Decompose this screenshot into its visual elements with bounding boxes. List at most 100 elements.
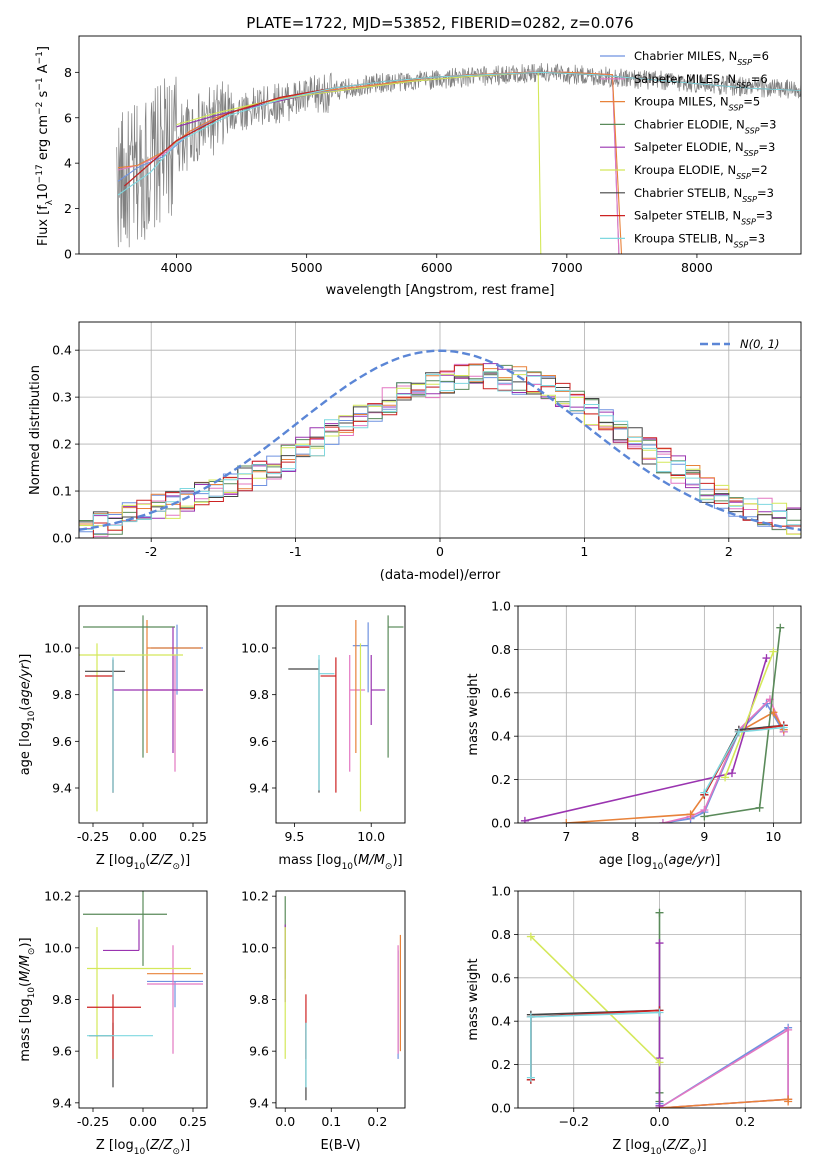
y-tick-label: 9.8	[249, 992, 269, 1007]
histogram-step	[79, 370, 801, 530]
y-tick-label: 0.0	[52, 531, 72, 546]
label-part: ⊙	[689, 1147, 697, 1157]
legend-text-part: Salpeter ELODIE, N	[634, 140, 744, 154]
y-tick-label: 0.2	[491, 1057, 511, 1072]
x-tick-label: 6000	[421, 260, 453, 275]
weight-marker	[526, 1012, 535, 1021]
y-tick-label: 1.0	[491, 599, 511, 614]
label-part: )]	[697, 1138, 707, 1153]
label-part: ⊙	[27, 948, 37, 956]
plot-area	[79, 615, 203, 812]
spectrum-model-line	[117, 71, 801, 196]
label-part: A	[36, 64, 51, 77]
y-tick-label: 10.0	[241, 940, 269, 955]
y-tick-label: 9.4	[52, 781, 72, 796]
legend-entry: Kroupa STELIB, NSSP=3	[634, 231, 765, 249]
label-part: )]	[710, 853, 720, 868]
label-part: −17	[35, 164, 45, 183]
y-tick-label: 10.0	[44, 641, 72, 656]
y-tick-label: 0.8	[491, 927, 511, 942]
y-tick-label: 0.8	[491, 642, 511, 657]
label-part: )]	[180, 853, 190, 868]
label-part: (	[145, 853, 150, 868]
legend-text-part: =6	[751, 72, 768, 86]
x-tick-label: 9	[700, 829, 708, 844]
axes-frame	[517, 605, 802, 824]
x-tick-label: −0.2	[559, 1114, 589, 1129]
x-tick-label: 0	[436, 544, 444, 559]
x-tick-label: -0.25	[77, 829, 109, 844]
plot-area	[284, 896, 401, 1101]
y-tick-label: 0.6	[491, 685, 511, 700]
legend-text-part: =5	[743, 95, 760, 109]
x-tick-label: 8000	[681, 260, 713, 275]
legend-text-part: =3	[756, 209, 773, 223]
legend-text-part: Kroupa MILES, N	[634, 95, 729, 109]
label-part: ⊙	[172, 1147, 180, 1157]
legend-subscript: SSP	[736, 80, 751, 89]
legend-entry: Chabrier STELIB, NSSP=3	[634, 186, 774, 204]
y-tick-label: 2	[64, 201, 72, 216]
legend-subscript: SSP	[729, 103, 744, 112]
axes-frame	[275, 605, 406, 824]
y-tick-label: 0.2	[52, 437, 72, 452]
label-part: ⊙	[172, 862, 180, 872]
label-part: age/yr	[668, 853, 711, 868]
x-tick-label: -2	[145, 544, 157, 559]
label-part: −2	[35, 102, 45, 115]
legend-subscript: SSP	[736, 172, 751, 181]
y-tick-label: 0.3	[52, 390, 72, 405]
weight-marker	[762, 654, 771, 663]
spectrum-model-line	[117, 71, 620, 254]
x-tick-label: 1	[580, 544, 588, 559]
y-tick-label: 10.0	[241, 641, 269, 656]
weight-marker	[755, 803, 764, 812]
x-axis-label: age [log10(age/yr)]	[599, 853, 721, 872]
legend-text-part: Kroupa STELIB, N	[634, 231, 734, 245]
spectrum-model-line	[117, 71, 620, 254]
axes-frame	[78, 35, 802, 255]
x-axis-label: E(B-V)	[320, 1138, 360, 1153]
spectrum-model-line	[117, 71, 623, 254]
weight-marker	[769, 647, 778, 656]
observed-spectrum	[116, 62, 801, 248]
weight-marker	[686, 810, 695, 819]
plot-area	[116, 62, 801, 254]
legend-text-part: =6	[752, 49, 769, 63]
weight-line	[704, 627, 782, 818]
y-tick-label: 9.6	[52, 1044, 72, 1059]
weight-line	[724, 651, 775, 778]
label-part: Z [log	[612, 1138, 650, 1153]
y-tick-label: 0.0	[491, 1101, 511, 1116]
y-tick-label: 0.6	[491, 970, 511, 985]
legend-text-part: Kroupa ELODIE, N	[634, 163, 736, 177]
weight-line	[530, 936, 661, 1063]
y-tick-label: 10.0	[44, 940, 72, 955]
plot-area	[83, 891, 203, 1088]
label-part: 10	[27, 710, 37, 722]
panel-age_vs_Z: -0.25 0.00 0.259.49.69.810.0Z [log10(Z/Z⊙)…	[18, 605, 208, 872]
y-tick-label: 9.8	[249, 687, 269, 702]
weight-marker	[526, 1073, 535, 1082]
weight-line	[659, 1098, 789, 1108]
x-tick-label: 0.0	[275, 1114, 295, 1129]
y-tick-label: 0.1	[52, 484, 72, 499]
label-part: (	[662, 1138, 667, 1153]
weight-marker	[776, 623, 785, 632]
x-axis-label: Z [log10(Z/Z⊙)]	[96, 1138, 190, 1157]
y-tick-label: 0.4	[52, 343, 72, 358]
panel-weight_vs_Z: −0.2 0.0 0.2 0.0 0.2 0.4 0.6 0.8 1.0 Z [log10(Z/Z…	[466, 884, 802, 1157]
label-part: mass [log	[278, 853, 341, 868]
y-tick-label: 6	[64, 110, 72, 125]
axes-frame	[78, 890, 208, 1109]
x-tick-label: 0.00	[129, 1114, 157, 1129]
y-tick-label: 0.2	[491, 772, 511, 787]
legend-subscript: SSP	[745, 126, 760, 135]
y-tick-label: 10.2	[241, 889, 269, 904]
label-part: Z/Z	[149, 853, 173, 868]
x-tick-label: 0.1	[321, 1114, 341, 1129]
x-tick-label: 0.2	[735, 1114, 755, 1129]
label-part: M/M	[18, 955, 33, 982]
